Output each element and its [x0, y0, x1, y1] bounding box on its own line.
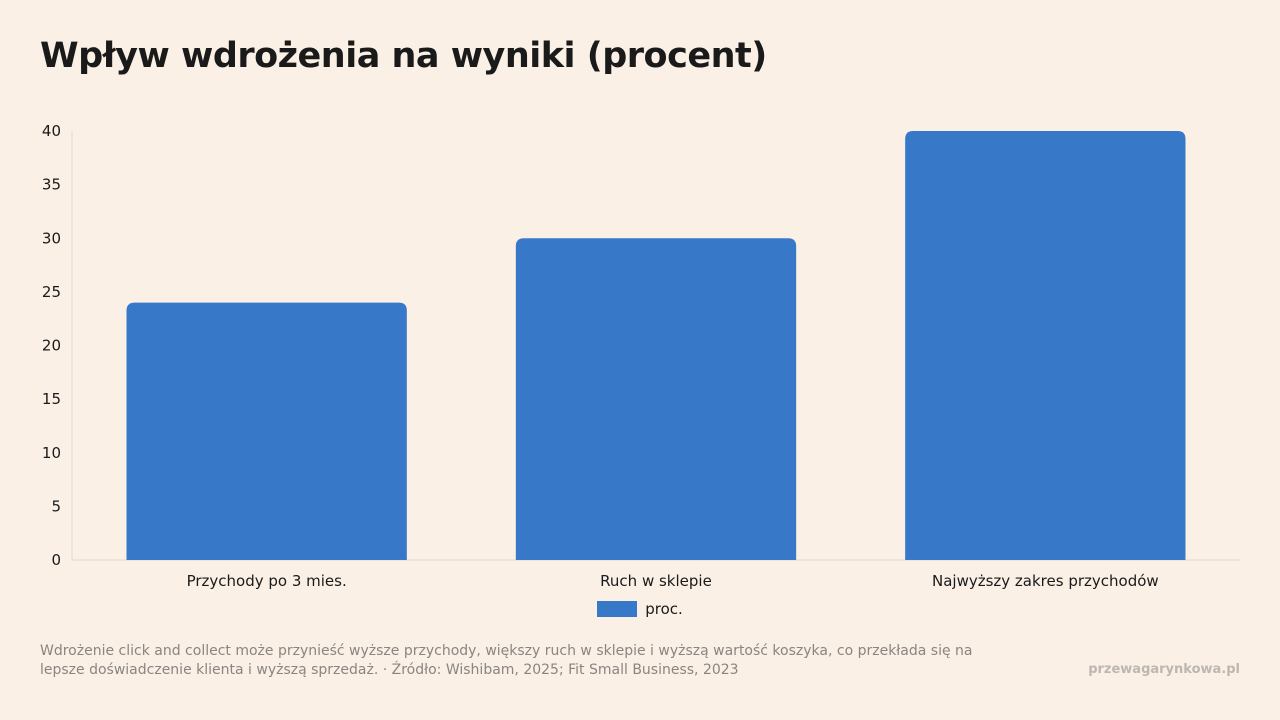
y-tick-label: 20	[42, 337, 61, 355]
bar	[515, 238, 797, 560]
chart-title: Wpływ wdrożenia na wyniki (procent)	[40, 36, 767, 76]
legend-swatch	[597, 601, 638, 617]
y-tick-label: 35	[42, 176, 61, 194]
legend-label: proc.	[645, 600, 683, 618]
y-tick-label: 25	[42, 283, 61, 301]
x-tick-label: Przychody po 3 mies.	[187, 572, 347, 590]
x-tick-label: Najwyższy zakres przychodów	[932, 572, 1159, 590]
bar	[126, 302, 407, 560]
bar	[905, 131, 1186, 560]
caption: Wdrożenie click and collect może przynie…	[40, 643, 973, 678]
y-tick-label: 5	[51, 497, 61, 515]
site-credit: przewagarynkowa.pl	[1088, 662, 1240, 677]
legend: proc.	[0, 600, 1280, 618]
y-tick-label: 15	[42, 390, 61, 408]
x-tick-label: Ruch w sklepie	[600, 572, 712, 590]
y-tick-label: 0	[51, 551, 61, 569]
y-tick-label: 40	[42, 122, 61, 140]
y-tick-label: 30	[42, 229, 61, 247]
bar-chart: 0 5 10 15 20 25 30 35 40 Przychody po 3 mies. Ruch…	[42, 122, 1240, 590]
y-tick-label: 10	[42, 444, 61, 462]
